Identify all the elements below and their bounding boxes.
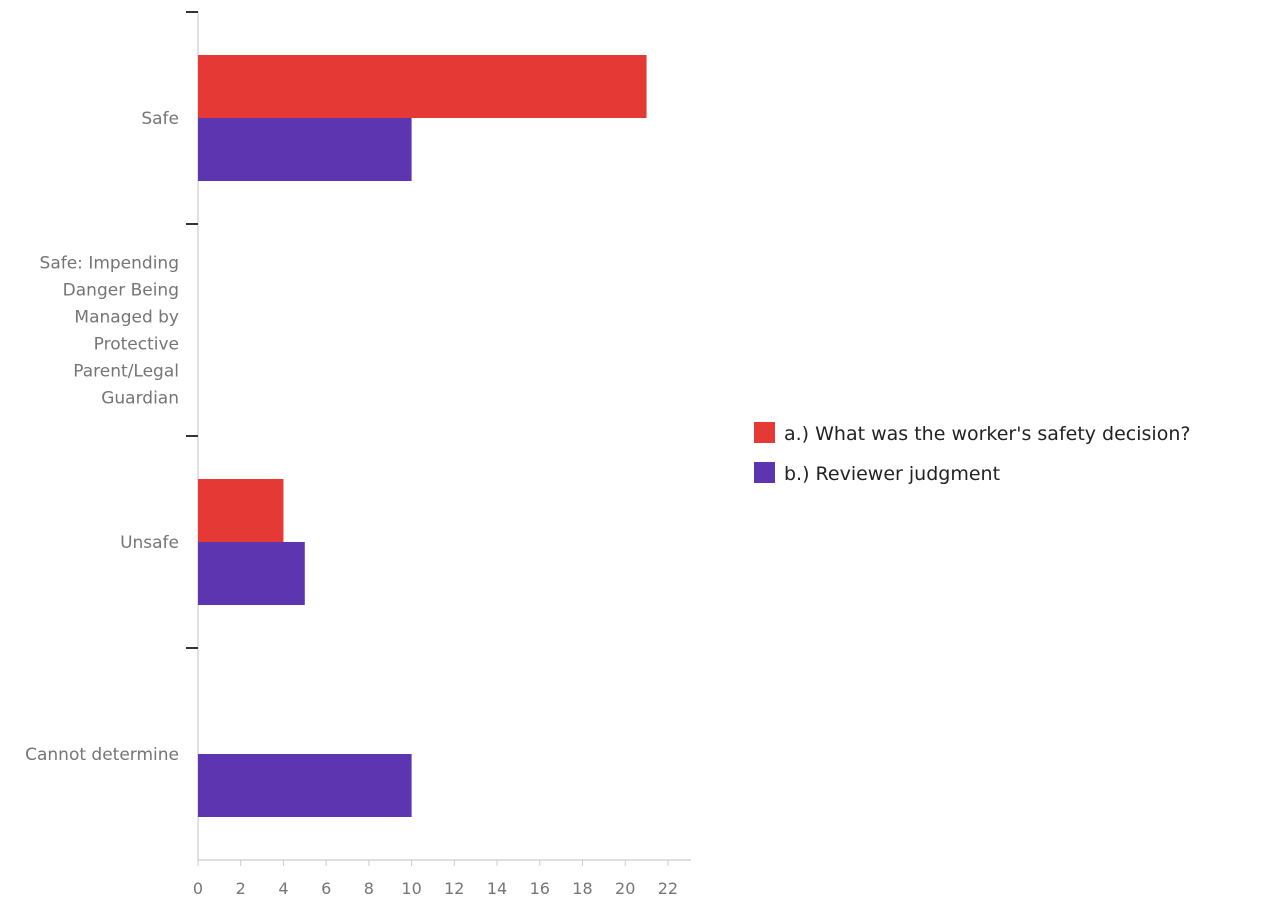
bar-reviewer-judgment (198, 754, 412, 817)
category-label: Cannot determine (25, 745, 179, 765)
legend-swatch (754, 422, 775, 443)
x-tick-label: 14 (487, 879, 507, 898)
category-label: Safe (141, 109, 179, 129)
category-label: Safe: Impending Danger Being Managed by Pro… (40, 254, 179, 409)
legend-swatch (754, 462, 775, 483)
x-tick-label: 22 (658, 879, 678, 898)
x-tick-label: 6 (321, 879, 331, 898)
x-tick-label: 18 (572, 879, 592, 898)
y-axis (186, 11, 199, 860)
x-tick-label: 0 (193, 879, 203, 898)
bar-reviewer-judgment (198, 118, 412, 181)
category-label: Unsafe (120, 533, 179, 553)
bar-worker-decision (198, 479, 284, 542)
category-labels: Safe Safe: Impending Danger Being Managed b… (25, 109, 179, 765)
x-tick-label: 20 (615, 879, 635, 898)
x-tick-label: 16 (530, 879, 550, 898)
x-tick-label: 4 (278, 879, 288, 898)
x-tick-label: 2 (236, 879, 246, 898)
x-axis: 0 2 4 6 8 10 12 14 16 18 20 22 (193, 859, 691, 898)
x-tick-label: 10 (401, 879, 421, 898)
legend-label: b.) Reviewer judgment (784, 463, 1000, 485)
bar-worker-decision (198, 55, 647, 118)
x-tick-label: 8 (364, 879, 374, 898)
legend: a.) What was the worker's safety decisio… (754, 422, 1190, 485)
legend-label: a.) What was the worker's safety decisio… (784, 423, 1190, 445)
bar-reviewer-judgment (198, 542, 305, 605)
bars (198, 55, 647, 817)
x-tick-label: 12 (444, 879, 464, 898)
